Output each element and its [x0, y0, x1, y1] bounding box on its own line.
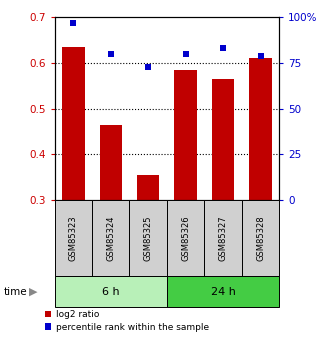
Bar: [100, 125, 122, 200]
Text: 6 h: 6 h: [102, 287, 119, 296]
Bar: [249, 58, 272, 200]
Bar: [92, 200, 129, 276]
Bar: [242, 200, 279, 276]
Text: GSM85326: GSM85326: [181, 215, 190, 261]
Text: GSM85325: GSM85325: [144, 215, 153, 261]
Point: [258, 53, 263, 58]
Point: [183, 51, 188, 57]
Point: [221, 46, 226, 51]
Bar: [62, 47, 84, 200]
Bar: [55, 276, 167, 307]
Bar: [174, 70, 197, 200]
Point: [71, 20, 76, 26]
Text: ▶: ▶: [29, 287, 37, 296]
Point: [108, 51, 113, 57]
Bar: [167, 276, 279, 307]
Text: time: time: [3, 287, 27, 296]
Bar: [204, 200, 242, 276]
Bar: [137, 175, 160, 200]
Bar: [129, 200, 167, 276]
Bar: [55, 200, 92, 276]
Text: 24 h: 24 h: [211, 287, 236, 296]
Text: GSM85327: GSM85327: [219, 215, 228, 261]
Text: GSM85323: GSM85323: [69, 215, 78, 261]
Bar: [212, 79, 234, 200]
Bar: [167, 200, 204, 276]
Point: [146, 64, 151, 69]
Text: GSM85328: GSM85328: [256, 215, 265, 261]
Text: GSM85324: GSM85324: [106, 215, 115, 261]
Legend: log2 ratio, percentile rank within the sample: log2 ratio, percentile rank within the s…: [43, 308, 211, 333]
